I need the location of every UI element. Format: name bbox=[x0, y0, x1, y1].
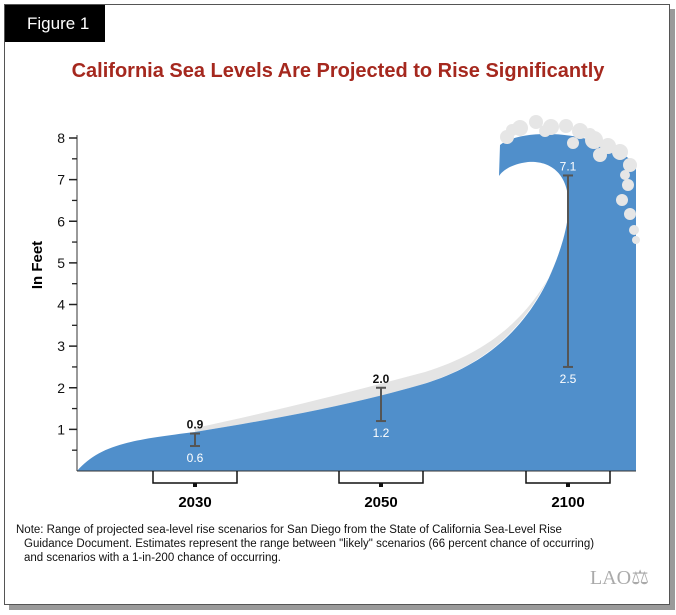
category-bracket bbox=[152, 471, 238, 484]
wave bbox=[77, 134, 636, 471]
low-value-label: 1.2 bbox=[373, 426, 390, 440]
foam-bubble bbox=[593, 148, 607, 162]
high-value-label: 2.0 bbox=[373, 372, 390, 386]
bracket-tick bbox=[566, 483, 570, 487]
foam-bubble bbox=[612, 144, 628, 160]
foam-bubble bbox=[572, 123, 588, 139]
y-tick-label: 5 bbox=[57, 255, 65, 271]
low-value-label: 2.5 bbox=[560, 372, 577, 386]
y-tick-label: 4 bbox=[57, 297, 65, 313]
wave-foam bbox=[500, 115, 640, 244]
y-tick-label: 3 bbox=[57, 338, 65, 354]
y-tick-label: 8 bbox=[57, 130, 65, 146]
y-tick-label: 2 bbox=[57, 380, 65, 396]
foam-bubble bbox=[632, 236, 640, 244]
foam-bubble bbox=[620, 170, 630, 180]
x-tick-label: 2100 bbox=[551, 494, 584, 511]
category-bracket bbox=[525, 471, 611, 484]
category-bracket bbox=[338, 471, 424, 484]
y-tick-label: 7 bbox=[57, 172, 65, 188]
foam-bubble bbox=[629, 225, 639, 235]
high-value-label: 0.9 bbox=[187, 418, 204, 432]
foam-bubble bbox=[567, 137, 579, 149]
foam-bubble bbox=[584, 128, 596, 140]
note-line: Guidance Document. Estimates represent t… bbox=[24, 538, 595, 550]
y-tick-label: 6 bbox=[57, 213, 65, 229]
note-line: Note: Range of projected sea-level rise … bbox=[16, 524, 562, 536]
foam-bubble bbox=[624, 208, 636, 220]
foam-bubble bbox=[616, 194, 628, 206]
foam-bubble bbox=[539, 125, 551, 137]
chart-note: Note: Range of projected sea-level rise … bbox=[16, 523, 656, 565]
high-value-label: 7.1 bbox=[560, 159, 577, 173]
foam-bubble bbox=[506, 124, 518, 136]
x-tick-label: 2050 bbox=[364, 494, 397, 511]
bracket-tick bbox=[193, 483, 197, 487]
y-tick-label: 1 bbox=[57, 421, 65, 437]
x-tick-label: 2030 bbox=[178, 494, 211, 511]
bracket-tick bbox=[379, 483, 383, 487]
figure-label: Figure 1 bbox=[5, 5, 105, 42]
foam-bubble bbox=[622, 179, 634, 191]
lao-logo: LAO⚖ bbox=[590, 567, 650, 589]
low-value-label: 0.6 bbox=[187, 451, 204, 465]
foam-bubble bbox=[529, 115, 543, 129]
foam-bubble bbox=[559, 119, 573, 133]
foam-bubble bbox=[623, 158, 637, 172]
note-line: and scenarios with a 1-in-200 chance of … bbox=[24, 552, 281, 564]
chart-title: California Sea Levels Are Projected to R… bbox=[71, 60, 605, 82]
y-axis-label: In Feet bbox=[29, 241, 46, 289]
